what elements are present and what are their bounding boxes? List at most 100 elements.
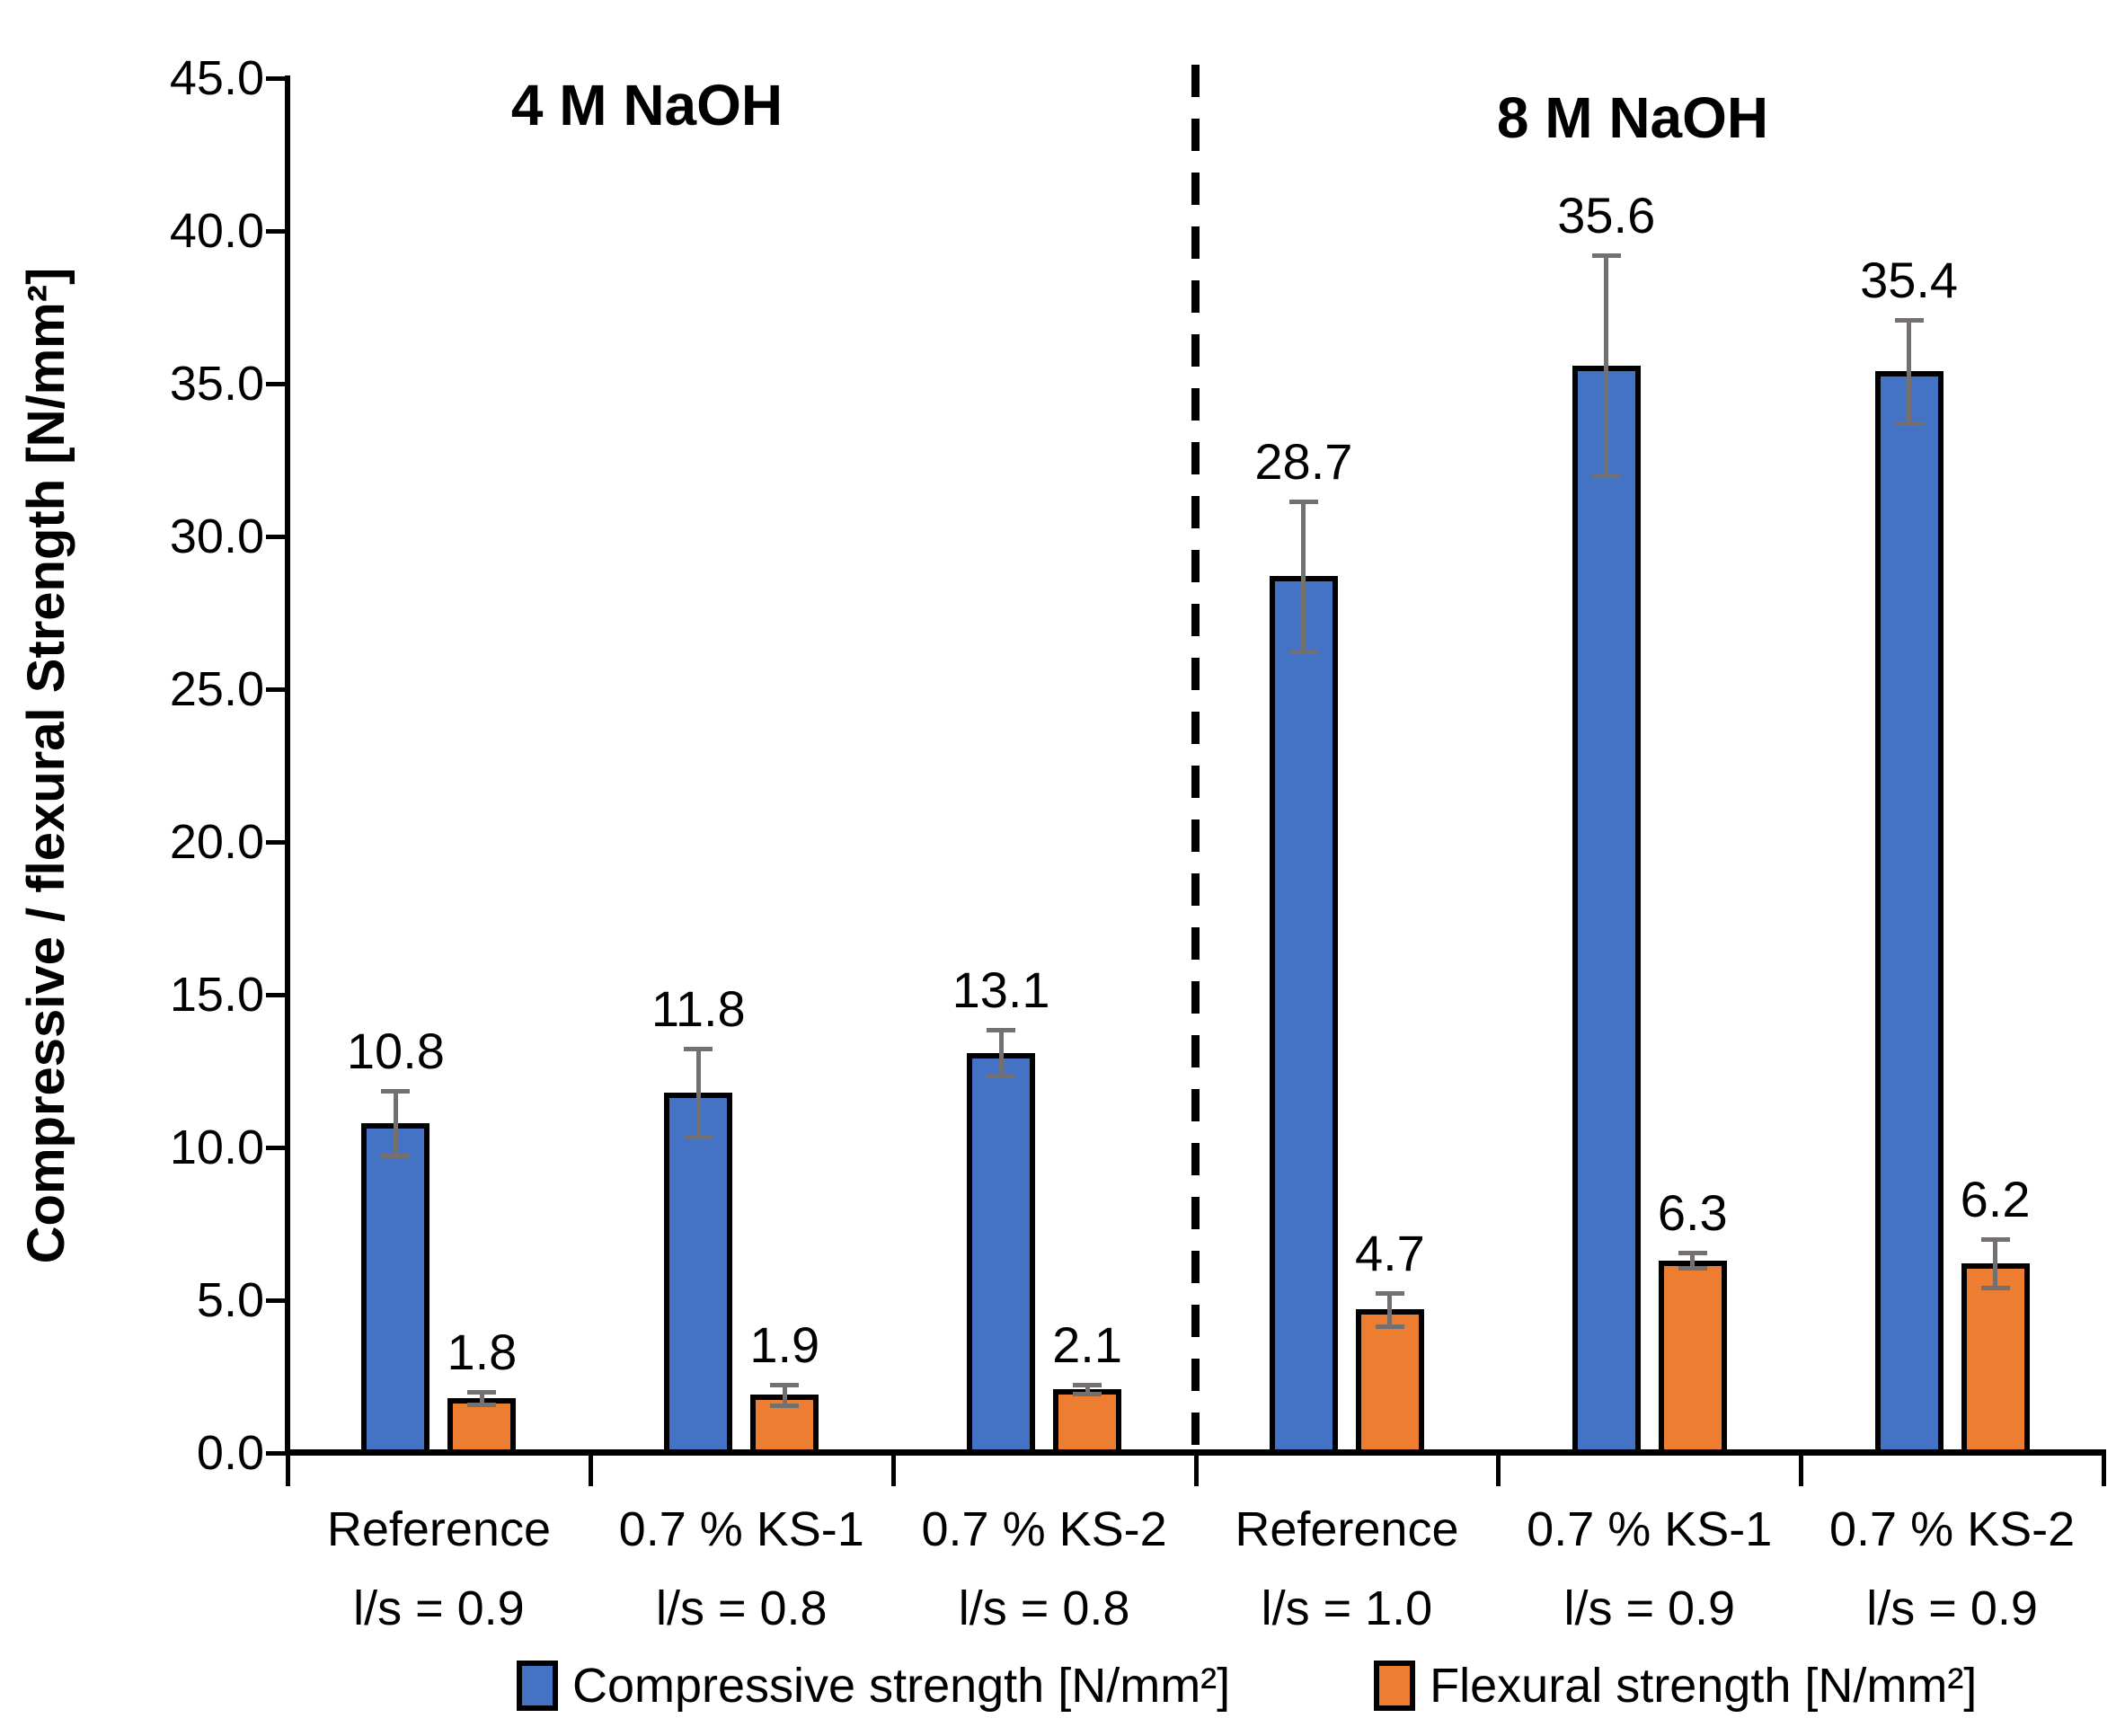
x-tick-mark (1799, 1456, 1804, 1486)
y-tick-label: 15.0 (169, 968, 264, 1022)
data-label: 28.7 (1254, 432, 1353, 490)
error-bar-cap-top (1894, 317, 1924, 323)
category-label-line1: Reference (1235, 1502, 1459, 1556)
data-label: 10.8 (346, 1023, 445, 1080)
data-label: 35.4 (1860, 251, 1959, 308)
y-tick-mark (266, 1451, 288, 1456)
compressive-bar (361, 1122, 430, 1456)
error-bar-cap-bottom (1073, 1391, 1102, 1396)
category-label-line2: l/s = 0.8 (958, 1581, 1130, 1635)
category-label-line1: 0.7 % KS-1 (618, 1502, 864, 1556)
error-bar-cap-top (1678, 1251, 1707, 1256)
error-bar-cap-top (770, 1382, 800, 1387)
section-title-8m-naoh: 8 M NaOH (1496, 85, 1769, 150)
compressive-bar (664, 1092, 733, 1456)
x-tick-mark (2102, 1456, 2106, 1486)
category-label-line1: 0.7 % KS-2 (1829, 1502, 2076, 1556)
y-tick-mark (266, 535, 288, 539)
error-bar-line (393, 1091, 398, 1156)
error-bar-cap-top (1073, 1382, 1102, 1387)
legend-label-flexural: Flexural strength [N/mm²] (1430, 1659, 1978, 1713)
error-bar-line (1993, 1239, 1998, 1289)
error-bar-cap-top (1375, 1290, 1404, 1296)
category-label-line2: l/s = 0.9 (353, 1581, 525, 1635)
error-bar-cap-top (987, 1028, 1016, 1033)
flexural-bar (1355, 1309, 1424, 1456)
y-tick-mark (266, 993, 288, 997)
error-bar-line (782, 1384, 787, 1406)
flexural-bar (1961, 1263, 2030, 1456)
y-tick-mark (266, 1146, 288, 1150)
y-tick-label: 20.0 (169, 815, 264, 869)
y-tick-mark (266, 76, 288, 81)
error-bar-cap-bottom (684, 1135, 713, 1140)
error-bar-cap-bottom (381, 1153, 411, 1158)
data-label: 11.8 (651, 979, 746, 1037)
y-tick-mark (266, 1298, 288, 1303)
error-bar-cap-top (684, 1046, 713, 1051)
y-axis-line (285, 75, 290, 1456)
error-bar-line (998, 1030, 1004, 1076)
section-title-4m-naoh: 4 M NaOH (510, 73, 784, 137)
section-divider-dashed-line (1191, 65, 1200, 1453)
error-bar-cap-bottom (1894, 421, 1924, 427)
error-bar-cap-bottom (1591, 474, 1621, 478)
compressive-bar (1572, 365, 1641, 1456)
data-label: 1.9 (749, 1315, 820, 1373)
category-label-line2: l/s = 0.8 (655, 1581, 828, 1635)
error-bar-cap-bottom (467, 1402, 497, 1407)
y-tick-label: 35.0 (169, 357, 264, 411)
category-label-line2: l/s = 1.0 (1261, 1581, 1433, 1635)
compressive-bar (1874, 371, 1943, 1456)
error-bar-line (1387, 1292, 1393, 1326)
error-bar-line (1301, 500, 1306, 651)
y-tick-mark (266, 687, 288, 692)
error-bar-cap-bottom (1375, 1324, 1404, 1329)
category-label-line2: l/s = 0.9 (1866, 1581, 2038, 1635)
y-tick-label: 0.0 (196, 1426, 264, 1480)
x-tick-mark (588, 1456, 593, 1486)
error-bar-cap-bottom (987, 1074, 1016, 1079)
category-label-line2: l/s = 0.9 (1563, 1581, 1736, 1635)
error-bar-line (479, 1392, 484, 1404)
category-label-line1: Reference (326, 1502, 551, 1556)
y-tick-mark (266, 840, 288, 845)
x-tick-mark (286, 1456, 290, 1486)
x-tick-mark (890, 1456, 896, 1486)
y-tick-label: 30.0 (169, 509, 264, 563)
error-bar-cap-top (1591, 253, 1621, 259)
x-axis-line (285, 1449, 2106, 1456)
legend-item-flexural: Flexural strength [N/mm²] (1374, 1659, 1977, 1713)
y-tick-mark (266, 382, 288, 386)
legend-item-compressive: Compressive strength [N/mm²] (517, 1659, 1230, 1713)
data-label: 6.2 (1960, 1171, 2031, 1227)
error-bar-line (1690, 1253, 1696, 1269)
error-bar-cap-top (1980, 1237, 2010, 1242)
flexural-bar (1053, 1388, 1122, 1456)
data-label: 2.1 (1052, 1315, 1123, 1373)
category-label-line1: 0.7 % KS-2 (921, 1502, 1167, 1556)
error-bar-cap-bottom (1678, 1266, 1707, 1271)
y-tick-label: 5.0 (196, 1273, 264, 1327)
error-bar-cap-top (381, 1089, 411, 1094)
data-label: 4.7 (1354, 1224, 1425, 1281)
data-label: 1.8 (447, 1324, 518, 1380)
legend-label-compressive: Compressive strength [N/mm²] (572, 1659, 1231, 1713)
error-bar-cap-bottom (1980, 1286, 2010, 1291)
error-bar-cap-bottom (1288, 649, 1318, 654)
flexural-bar (1658, 1260, 1727, 1456)
compressive-bar (1269, 576, 1338, 1456)
error-bar-line (695, 1048, 701, 1138)
data-label: 6.3 (1657, 1184, 1728, 1242)
y-tick-label: 25.0 (169, 662, 264, 716)
legend: Compressive strength [N/mm²] Flexural st… (517, 1659, 1977, 1713)
data-label: 35.6 (1557, 187, 1656, 244)
category-label-line1: 0.7 % KS-1 (1527, 1502, 1773, 1556)
error-bar-line (1085, 1384, 1090, 1394)
y-tick-label: 40.0 (169, 204, 264, 258)
y-tick-mark (266, 229, 288, 234)
x-tick-mark (1496, 1456, 1501, 1486)
compressive-strength-swatch-icon (517, 1661, 558, 1711)
error-bar-line (1907, 319, 1912, 424)
